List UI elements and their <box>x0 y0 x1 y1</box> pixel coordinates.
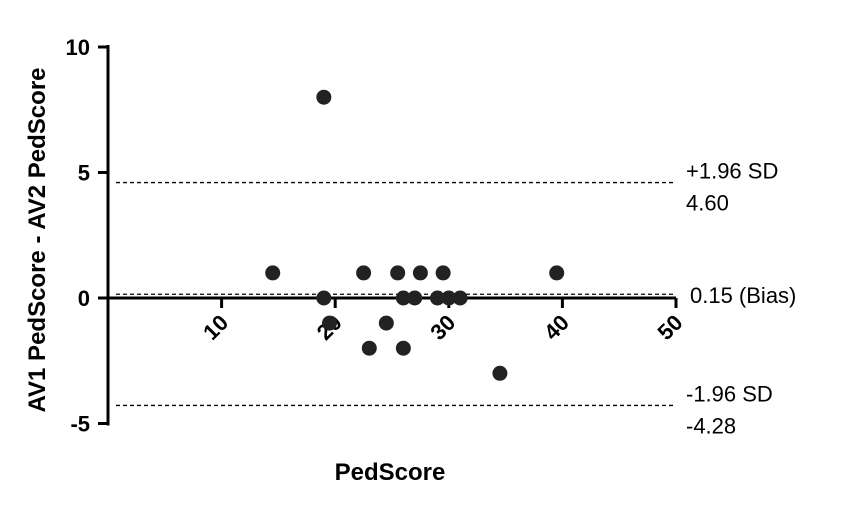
data-point <box>412 265 428 281</box>
y-tick-label: 0 <box>78 286 90 311</box>
data-point <box>322 315 338 331</box>
data-points <box>265 89 565 381</box>
data-point <box>378 315 394 331</box>
x-tick-label: 30 <box>425 310 460 345</box>
data-point <box>407 290 423 306</box>
data-point <box>361 340 377 356</box>
data-point <box>452 290 468 306</box>
data-point <box>395 340 411 356</box>
data-point <box>316 89 332 105</box>
y-tick-label: 5 <box>78 161 90 186</box>
data-point <box>429 290 445 306</box>
data-point <box>549 265 565 281</box>
x-ticks: 1020304050 <box>198 298 688 345</box>
data-point <box>265 265 281 281</box>
x-tick-label: 40 <box>539 310 574 345</box>
data-point <box>435 265 451 281</box>
reference-line-label: 0.15 (Bias) <box>690 283 796 308</box>
data-point <box>316 290 332 306</box>
x-axis-label: PedScore <box>335 459 446 486</box>
axes <box>106 45 676 426</box>
y-tick-label: -5 <box>70 412 90 437</box>
x-tick-label: 50 <box>653 310 688 345</box>
reference-lines: +1.96 SD 4.60 0.15 (Bias) -1.96 SD -4.28 <box>116 159 796 438</box>
reference-line-label: -1.96 SD <box>686 381 773 406</box>
y-ticks: 10 5 0 -5 <box>66 35 108 437</box>
data-point <box>492 365 508 381</box>
reference-line-value: 4.60 <box>686 191 729 216</box>
data-point <box>356 265 372 281</box>
y-axis-label: AV1 PedScore - AV2 PedScore <box>24 67 51 412</box>
y-tick-label: 10 <box>66 35 90 60</box>
x-tick-label: 10 <box>198 310 233 345</box>
reference-line-value: -4.28 <box>686 413 736 438</box>
data-point <box>395 290 411 306</box>
reference-line-label: +1.96 SD <box>686 159 778 184</box>
data-point <box>441 290 457 306</box>
data-point <box>390 265 406 281</box>
